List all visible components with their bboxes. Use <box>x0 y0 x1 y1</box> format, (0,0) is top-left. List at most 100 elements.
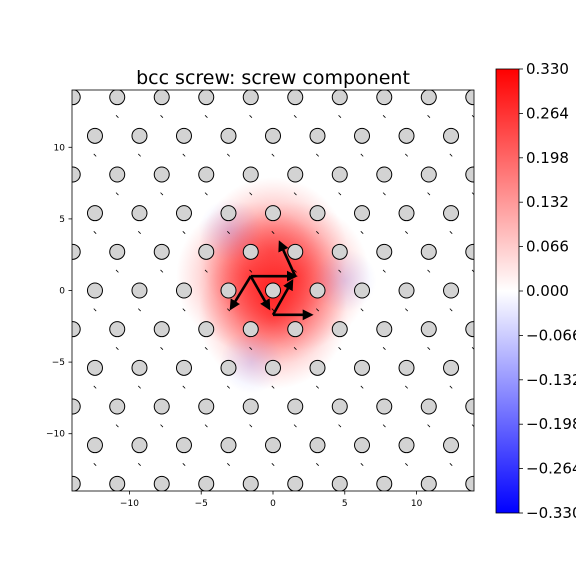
y-tick-label: 5 <box>59 215 65 225</box>
atom-marker-70 <box>242 243 259 260</box>
minor-arrow <box>293 115 297 118</box>
minor-arrow <box>316 153 319 157</box>
atom-marker-16 <box>376 475 393 491</box>
atom-marker-107 <box>198 90 215 106</box>
atom-marker-88 <box>198 166 215 183</box>
minor-arrow <box>360 385 364 389</box>
minor-arrow <box>204 192 208 196</box>
atom-marker-64 <box>398 282 415 299</box>
minor-arrow <box>160 192 164 196</box>
atom-marker-51 <box>242 321 259 338</box>
minor-arrow <box>316 463 319 466</box>
atom-marker-1 <box>132 515 147 530</box>
minor-arrow <box>271 385 275 389</box>
atom-marker-111 <box>376 90 393 106</box>
minor-arrow <box>227 231 230 234</box>
atom-marker-59 <box>175 282 192 299</box>
atom-marker-76 <box>86 205 103 222</box>
colorbar-tick-label: 0.000 <box>526 282 569 300</box>
colorbar-gradient <box>496 69 519 513</box>
minor-arrow <box>227 308 230 312</box>
atom-marker-50 <box>198 321 215 338</box>
minor-arrow <box>338 347 342 350</box>
minor-arrow <box>449 231 453 234</box>
minor-arrow <box>137 231 141 234</box>
minor-arrow <box>449 308 453 312</box>
displacement-arrows <box>229 240 314 321</box>
atom-marker-42 <box>265 359 281 376</box>
atom-marker-66 <box>72 243 81 260</box>
atom-marker-4 <box>266 515 281 530</box>
atom-marker-68 <box>153 243 170 260</box>
atom-marker-62 <box>309 282 326 299</box>
atom-marker-47 <box>72 321 81 338</box>
colorbar: 0.330 0.264 0.198 0.132 0.066 0.000 −0.066 −0.1… <box>495 60 576 522</box>
minor-arrow <box>428 38 430 40</box>
plot-area: −10 −5 0 5 10 −10 −5 0 5 10 <box>46 38 475 530</box>
atom-marker-69 <box>198 243 215 260</box>
minor-arrow <box>382 347 386 350</box>
displacement-arrow-3 <box>249 275 271 311</box>
atom-marker-49 <box>153 321 170 338</box>
minor-arrow <box>449 385 453 389</box>
atom-marker-110 <box>331 90 348 106</box>
y-tick-label: 10 <box>54 143 66 153</box>
atom-marker-104 <box>72 90 81 106</box>
atom-marker-117 <box>221 51 236 66</box>
atom-marker-81 <box>309 205 326 222</box>
atom-marker-77 <box>131 205 148 222</box>
atom-marker-29 <box>109 398 126 415</box>
atom-marker-113 <box>465 90 474 106</box>
colorbar-tick-label: −0.132 <box>526 371 576 389</box>
minor-arrow <box>116 502 118 504</box>
atom-marker-121 <box>399 51 414 66</box>
atom-marker-18 <box>465 475 474 491</box>
atom-marker-26 <box>398 437 415 454</box>
minor-arrow <box>249 424 253 428</box>
atom-marker-55 <box>420 321 437 338</box>
atom-marker-86 <box>109 166 126 183</box>
minor-arrow <box>115 347 119 350</box>
colorbar-tick-label: 0.264 <box>526 104 569 122</box>
atom-marker-2 <box>176 515 191 530</box>
minor-arrow <box>293 192 297 196</box>
atom-marker-44 <box>354 359 371 376</box>
atom-marker-15 <box>331 475 348 491</box>
minor-arrow <box>471 115 474 118</box>
atom-marker-38 <box>86 359 103 376</box>
atom-marker-40 <box>175 359 192 376</box>
minor-arrow <box>427 115 431 118</box>
minor-arrow <box>137 153 141 157</box>
atom-marker-11 <box>153 475 170 491</box>
minor-arrow <box>137 308 141 312</box>
minor-arrow <box>449 153 453 157</box>
minor-arrow <box>405 308 409 312</box>
atom-marker-30 <box>153 398 170 415</box>
x-tick-label: 10 <box>411 499 423 509</box>
minor-arrow <box>382 424 386 428</box>
minor-arrow <box>249 192 253 196</box>
minor-arrow <box>182 308 186 312</box>
atom-marker-120 <box>355 51 370 66</box>
atom-marker-102 <box>398 127 415 144</box>
minor-arrow <box>382 192 386 196</box>
atom-marker-23 <box>265 437 281 454</box>
colorbar-tick-label: 0.066 <box>526 238 569 256</box>
atom-marker-93 <box>420 166 437 183</box>
minor-arrow <box>182 153 186 157</box>
minor-arrow <box>205 38 207 40</box>
minor-arrow <box>249 347 253 350</box>
atom-marker-28 <box>72 398 81 415</box>
atom-marker-61 <box>265 282 281 299</box>
minor-arrow <box>204 115 208 118</box>
x-tick-label: 5 <box>342 499 348 509</box>
atom-marker-103 <box>443 127 460 144</box>
minor-arrow <box>338 269 342 273</box>
minor-arrow <box>137 385 141 389</box>
colorbar-tick-label: −0.066 <box>526 326 576 344</box>
atom-marker-78 <box>175 205 192 222</box>
minor-arrow <box>250 502 252 504</box>
minor-arrow <box>161 502 163 504</box>
minor-arrow <box>271 308 275 312</box>
